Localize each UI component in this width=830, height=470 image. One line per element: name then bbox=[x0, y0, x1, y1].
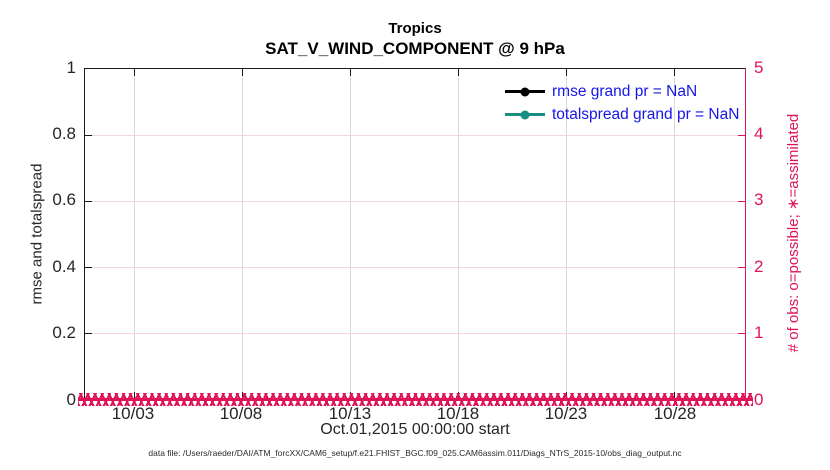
y-tick-mark-right bbox=[738, 333, 745, 334]
right-y-tick-label: 0 bbox=[754, 390, 764, 409]
right-y-axis-title: # of obs: o=possible; ∗=assimilated bbox=[785, 113, 802, 353]
horizontal-gridline bbox=[85, 135, 745, 136]
left-y-tick-label: 0.2 bbox=[52, 323, 76, 342]
horizontal-gridline bbox=[85, 201, 745, 202]
legend: rmse grand pr = NaN totalspread grand pr… bbox=[505, 80, 739, 126]
left-y-tick-label: 0.6 bbox=[52, 190, 76, 209]
y-tick-mark-right bbox=[738, 201, 745, 202]
y-tick-mark-right bbox=[738, 267, 745, 268]
plot-area: rmse grand pr = NaN totalspread grand pr… bbox=[78, 68, 753, 406]
vertical-gridline bbox=[349, 69, 351, 399]
x-axis-title: Oct.01,2015 00:00:00 start bbox=[320, 421, 510, 438]
right-y-tick-label: 4 bbox=[754, 124, 764, 143]
vertical-gridline bbox=[457, 69, 459, 399]
x-tick-label: 10/08 bbox=[219, 404, 263, 423]
x-tick-label: 10/28 bbox=[653, 404, 697, 423]
y-tick-mark-left bbox=[85, 135, 92, 136]
left-y-axis-title: rmse and totalspread bbox=[28, 163, 46, 305]
horizontal-gridline bbox=[85, 333, 745, 334]
vertical-gridline bbox=[241, 69, 243, 399]
right-y-tick-label: 5 bbox=[754, 58, 764, 77]
x-tick-mark-top bbox=[133, 69, 135, 76]
legend-label-rmse: rmse grand pr = NaN bbox=[552, 82, 698, 100]
totalspread-line-sample bbox=[505, 110, 545, 119]
y-tick-mark-left bbox=[85, 201, 92, 202]
vertical-gridline bbox=[133, 69, 135, 399]
x-tick-mark-top bbox=[565, 69, 567, 76]
x-tick-label: 10/23 bbox=[544, 404, 588, 423]
legend-label-totalspread: totalspread grand pr = NaN bbox=[552, 105, 740, 123]
x-tick-label: 10/18 bbox=[436, 404, 480, 423]
y-tick-mark-left bbox=[85, 333, 92, 334]
totalspread-marker-icon bbox=[520, 110, 530, 119]
left-y-tick-label: 0 bbox=[66, 390, 76, 409]
y-tick-mark-right bbox=[738, 135, 745, 136]
y-tick-mark-left bbox=[85, 267, 92, 268]
left-y-tick-label: 0.4 bbox=[52, 257, 76, 276]
x-tick-label: 10/03 bbox=[111, 404, 155, 423]
rmse-marker-icon bbox=[520, 87, 530, 96]
right-y-tick-label: 2 bbox=[754, 257, 764, 276]
x-tick-mark-top bbox=[673, 69, 675, 76]
chart-title-region: Tropics bbox=[388, 20, 442, 37]
rmse-line-sample bbox=[505, 87, 545, 96]
horizontal-gridline bbox=[85, 267, 745, 268]
x-tick-mark-top bbox=[241, 69, 243, 76]
x-tick-label: 10/13 bbox=[328, 404, 372, 423]
chart-title-block: Tropics SAT_V_WIND_COMPONENT @ 9 hPa bbox=[84, 19, 746, 59]
x-tick-mark-top bbox=[457, 69, 459, 76]
left-y-tick-label: 0.8 bbox=[52, 124, 76, 143]
legend-entry-totalspread: totalspread grand pr = NaN bbox=[505, 103, 739, 126]
right-y-tick-label: 1 bbox=[754, 323, 764, 342]
left-y-tick-label: 1 bbox=[66, 58, 76, 77]
x-tick-mark-top bbox=[349, 69, 351, 76]
assimilated-obs-marker-band bbox=[78, 393, 753, 406]
chart-title-variable: SAT_V_WIND_COMPONENT @ 9 hPa bbox=[265, 39, 565, 58]
vertical-gridline bbox=[565, 69, 567, 399]
vertical-gridline bbox=[673, 69, 675, 399]
legend-entry-rmse: rmse grand pr = NaN bbox=[505, 80, 739, 103]
right-y-tick-label: 3 bbox=[754, 190, 764, 209]
data-file-path: data file: /Users/raeder/DAI/ATM_forcXX/… bbox=[148, 448, 682, 458]
